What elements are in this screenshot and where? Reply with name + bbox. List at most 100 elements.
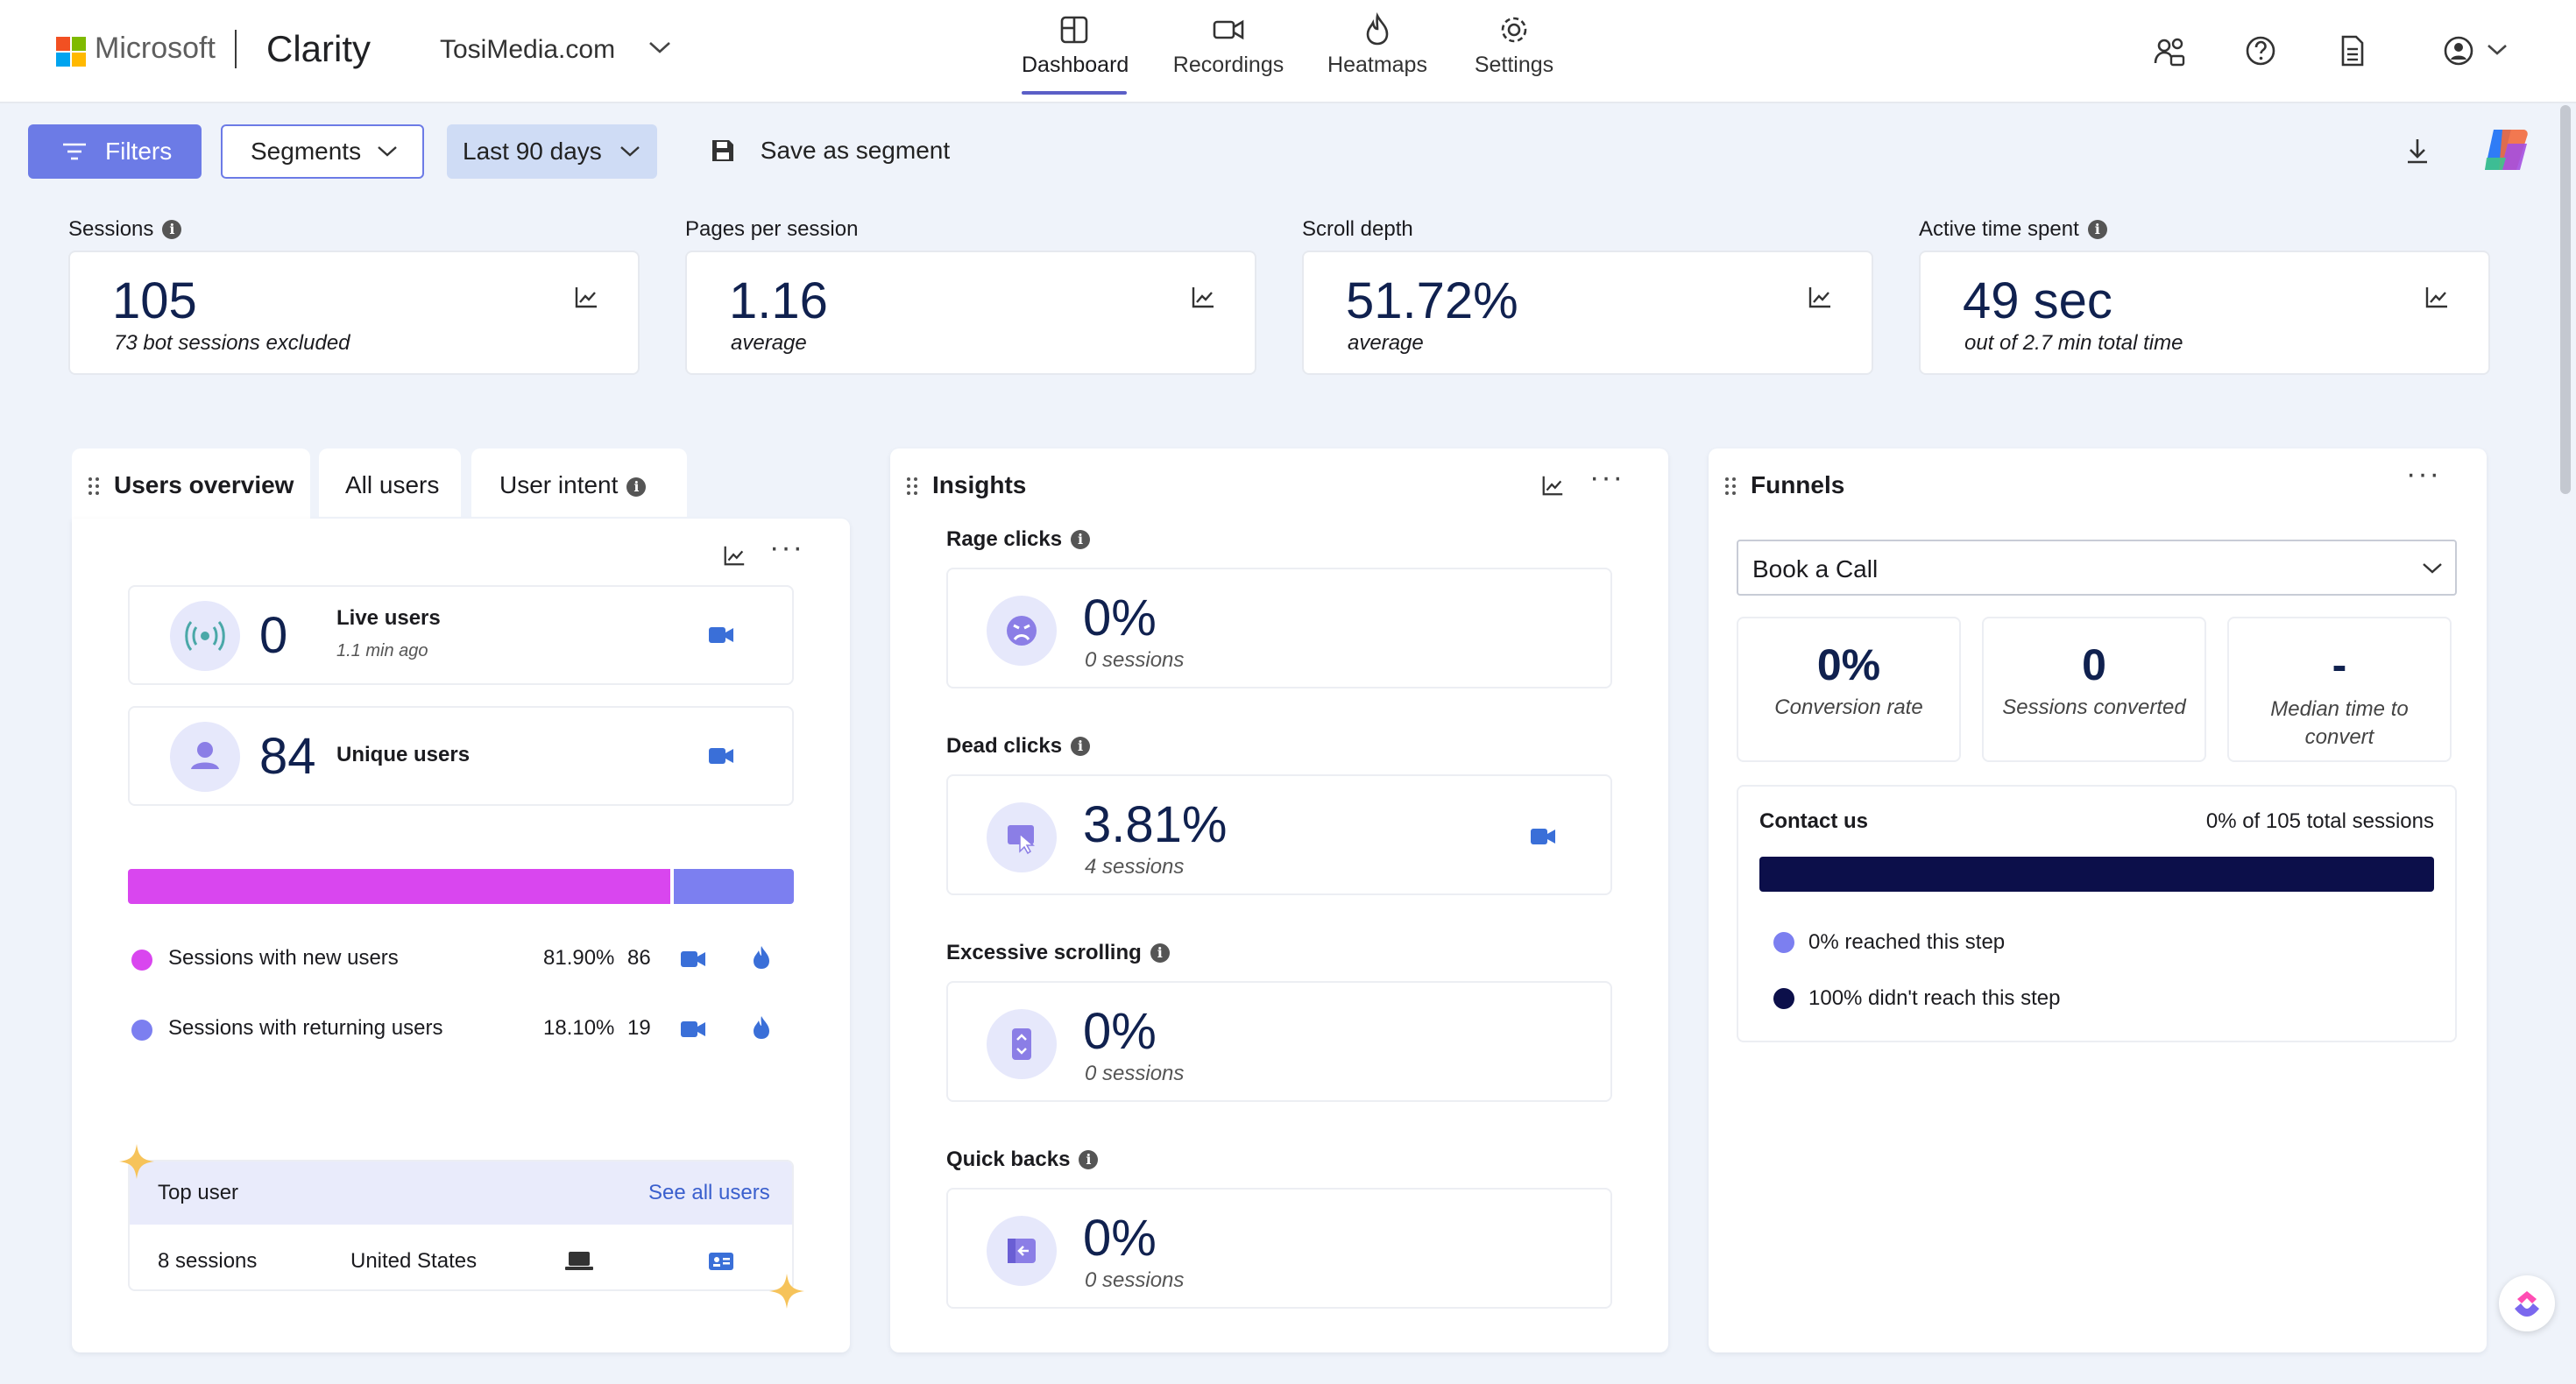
funnels-panel: Funnels ··· Book a Call 0% Conversion ra… — [1709, 448, 2487, 1352]
recording-icon[interactable] — [680, 950, 706, 969]
segments-label: Segments — [251, 138, 362, 165]
drag-handle-icon[interactable] — [88, 477, 100, 496]
page-scrollbar[interactable] — [2560, 105, 2571, 494]
info-icon[interactable]: i — [1079, 1150, 1099, 1169]
heatmap-flame-icon[interactable] — [752, 1014, 771, 1041]
bar-divider — [670, 869, 674, 904]
recording-icon[interactable] — [680, 1020, 706, 1039]
info-icon[interactable]: i — [1071, 737, 1091, 756]
more-options-icon[interactable]: ··· — [2406, 457, 2441, 491]
insight-label-quick-backs: Quick backs i — [946, 1147, 1099, 1172]
trend-chart-icon[interactable] — [722, 543, 747, 568]
stat-label: Sessions converted — [2002, 696, 2186, 719]
returning-users-bar-segment[interactable] — [674, 869, 794, 904]
unique-users-value: 84 — [259, 728, 316, 785]
date-range-dropdown[interactable]: Last 90 days — [447, 124, 657, 179]
nav-dashboard[interactable]: Dashboard — [1022, 12, 1129, 95]
clickup-icon — [2515, 1291, 2539, 1317]
new-users-bar-segment[interactable] — [128, 869, 670, 904]
project-selector[interactable]: TosiMedia.com — [440, 35, 671, 65]
funnel-step-bar[interactable] — [1759, 857, 2434, 892]
info-icon[interactable]: i — [2087, 220, 2107, 239]
metric-value: 1.16 — [729, 272, 828, 329]
info-icon[interactable]: i — [1150, 943, 1170, 963]
account-menu[interactable] — [2441, 33, 2511, 68]
tab-all-users[interactable]: All users — [319, 448, 461, 517]
drag-handle-icon[interactable] — [1724, 477, 1737, 496]
row-percent: 18.10% — [543, 1016, 615, 1040]
nav-label: Recordings — [1172, 53, 1284, 77]
recording-icon[interactable] — [708, 746, 734, 766]
more-options-icon[interactable]: ··· — [769, 531, 804, 564]
document-icon[interactable] — [2334, 33, 2369, 68]
funnels-title: Funnels — [1751, 471, 1845, 498]
insight-card-excessive-scrolling[interactable]: 0% 0 sessions — [946, 981, 1612, 1102]
more-options-icon[interactable]: ··· — [1589, 461, 1624, 494]
project-name: TosiMedia.com — [440, 35, 616, 64]
segments-dropdown[interactable]: Segments — [221, 124, 424, 179]
funnel-selected: Book a Call — [1752, 555, 1879, 583]
video-camera-icon — [1213, 19, 1244, 40]
filters-button[interactable]: Filters — [28, 124, 202, 179]
stat-value: 0% — [1816, 640, 1881, 689]
save-as-segment-button[interactable]: Save as segment — [710, 137, 950, 165]
live-users-time: 1.1 min ago — [336, 641, 428, 660]
clickup-widget-button[interactable] — [2499, 1275, 2555, 1331]
recording-icon[interactable] — [708, 625, 734, 645]
insight-value: 0% — [1083, 590, 1157, 646]
insight-card-rage-clicks[interactable]: 0% 0 sessions — [946, 568, 1612, 688]
info-icon[interactable]: i — [162, 220, 182, 239]
trend-chart-icon[interactable] — [1190, 284, 1216, 310]
insight-label-dead-clicks: Dead clicks i — [946, 734, 1091, 759]
live-users-value: 0 — [259, 607, 288, 664]
insight-card-dead-clicks[interactable]: 3.81% 4 sessions — [946, 774, 1612, 895]
metric-card-active-time: 49 sec out of 2.7 min total time — [1919, 251, 2490, 375]
funnel-step-card: Contact us 0% of 105 total sessions 0% r… — [1737, 785, 2457, 1042]
trend-chart-icon[interactable] — [1807, 284, 1833, 310]
nav-settings[interactable]: Settings — [1468, 12, 1560, 91]
metric-sub: 73 bot sessions excluded — [114, 331, 350, 355]
trend-chart-icon[interactable] — [2424, 284, 2450, 310]
user-profile-card-icon[interactable] — [708, 1251, 734, 1272]
insight-sub: 0 sessions — [1085, 1268, 1185, 1292]
users-overview-panel: ··· 0 Live users 1.1 min ago 84 Unique u… — [72, 519, 850, 1352]
legend-dot — [131, 1020, 152, 1041]
top-user-card: Top user See all users 8 sessions United… — [128, 1160, 794, 1291]
tab-user-intent[interactable]: User intent i — [471, 448, 687, 517]
live-broadcast-icon — [170, 601, 240, 671]
nav-heatmaps[interactable]: Heatmaps — [1325, 12, 1430, 91]
unique-users-card: 84 Unique users — [128, 706, 794, 806]
brand-company: Microsoft — [95, 32, 216, 65]
see-all-users-link[interactable]: See all users — [648, 1181, 770, 1204]
recording-icon[interactable] — [1530, 827, 1556, 846]
drag-handle-icon[interactable] — [906, 477, 918, 496]
filter-icon — [63, 143, 86, 160]
tab-users-overview[interactable]: Users overview — [72, 448, 310, 519]
nav-recordings[interactable]: Recordings — [1171, 12, 1286, 91]
funnel-select[interactable]: Book a Call — [1737, 540, 2457, 596]
legend-dot — [1773, 988, 1794, 1009]
stat-value: 0 — [2082, 640, 2106, 689]
nav-label: Settings — [1474, 53, 1554, 77]
info-icon[interactable]: i — [1071, 530, 1091, 549]
copilot-icon[interactable] — [2481, 126, 2530, 173]
live-users-card: 0 Live users 1.1 min ago — [128, 585, 794, 685]
heatmap-flame-icon[interactable] — [752, 944, 771, 971]
dead-click-icon — [987, 802, 1057, 872]
download-icon[interactable] — [2404, 137, 2431, 165]
insight-card-quick-backs[interactable]: 0% 0 sessions — [946, 1188, 1612, 1309]
people-settings-icon[interactable] — [2152, 33, 2187, 68]
sparkle-icon — [769, 1274, 804, 1309]
metric-value: 49 sec — [1963, 272, 2112, 329]
stat-label: Median time to convert — [2270, 697, 2409, 749]
metric-value: 105 — [112, 272, 197, 329]
brand-product[interactable]: Clarity — [266, 28, 372, 69]
gear-icon — [1501, 17, 1527, 43]
trend-chart-icon[interactable] — [1540, 473, 1565, 498]
metric-sub: average — [731, 331, 807, 355]
top-user-label: Top user — [158, 1181, 239, 1204]
active-tab-indicator — [1022, 91, 1127, 95]
help-icon[interactable] — [2243, 33, 2278, 68]
info-icon[interactable]: i — [626, 477, 647, 497]
trend-chart-icon[interactable] — [573, 284, 599, 310]
